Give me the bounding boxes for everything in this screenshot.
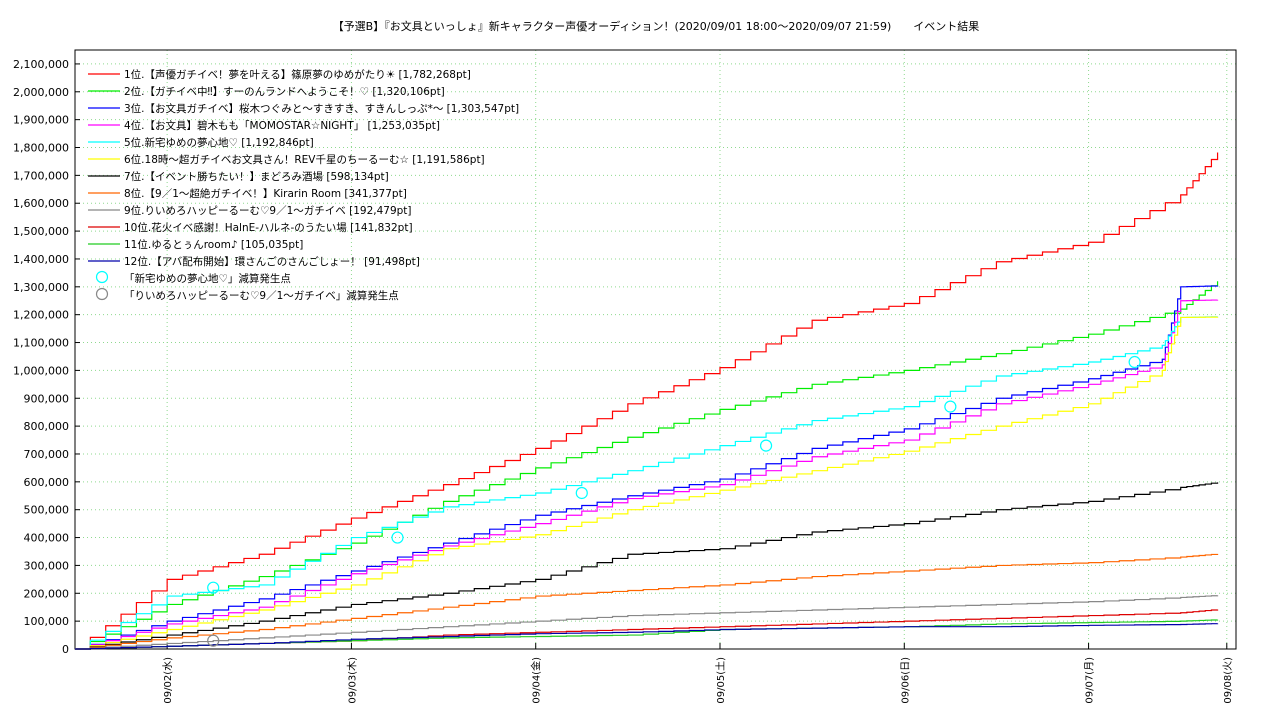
y-tick-label: 900,000	[24, 392, 70, 405]
series-line-11	[75, 619, 1219, 650]
series-line-6	[75, 316, 1219, 650]
series-layer	[75, 152, 1219, 650]
x-tick-label: 09/08(火)	[1222, 657, 1234, 704]
y-tick-label: 1,800,000	[13, 142, 69, 155]
x-tick-label: 09/04(金)	[530, 657, 543, 704]
x-tick-label: 09/06(日)	[900, 657, 911, 704]
series-line-12	[75, 623, 1219, 650]
legend-label-2: 2位.【ガチイベ中‼】すーのんランドへようこそ！♡ [1,320,106pt]	[124, 85, 445, 98]
marker-layer	[207, 355, 1141, 647]
x-tick-label: 09/05(土)	[714, 657, 727, 704]
y-tick-label: 1,300,000	[13, 281, 69, 294]
legend-label-8: 8位.【9／1〜超絶ガチイベ！】Kirarin Room [341,377pt]	[124, 187, 407, 200]
legend-label-11: 11位.ゆるとぅんroom♪ [105,035pt]	[124, 238, 303, 251]
marker-point-1	[944, 400, 957, 413]
y-tick-label: 0	[62, 643, 69, 656]
plot-frame	[74, 49, 1237, 650]
legend-label-12: 12位.【アバ配布開始】環さんごのさんごしょー！ [91,498pt]	[124, 255, 420, 268]
y-tick-label: 600,000	[24, 476, 70, 489]
y-tick-label: 1,900,000	[13, 114, 69, 127]
series-line-3	[75, 285, 1219, 650]
legend-label-3: 3位.【お文具ガチイベ】桜木つぐみと〜すきすき、すきんしっぷ*〜 [1,303,…	[124, 102, 519, 115]
series-line-9	[75, 595, 1219, 650]
chart-title: 【予選B】『お文具といっしょ』新キャラクター声優オーディション！(2020/09…	[333, 19, 980, 33]
y-tick-label: 2,000,000	[13, 86, 69, 99]
legend-label-6: 6位.18時〜超ガチイベお文具さん！REV千星のちーるーむ☆ [1,191,58…	[124, 153, 485, 166]
y-tick-label: 400,000	[24, 532, 70, 545]
legend-label-4: 4位.【お文具】碧木もも「MOMOSTAR☆NIGHT」 [1,253,035p…	[124, 119, 440, 132]
y-tick-label: 700,000	[24, 448, 70, 461]
y-tick-label: 1,200,000	[13, 309, 69, 322]
y-tick-label: 1,400,000	[13, 253, 69, 266]
axis-layer: 0 100,000 200,000 300,000 400,000 500,000 600,…	[13, 49, 1237, 704]
series-line-2	[75, 281, 1219, 650]
marker-point-1	[1128, 355, 1141, 369]
legend-label-5: 5位.新宅ゆめの夢心地♡ [1,192,846pt]	[124, 136, 314, 149]
series-line-7	[75, 482, 1219, 650]
y-tick-label: 2,100,000	[13, 58, 69, 71]
series-line-8	[75, 553, 1219, 650]
legend-label-10: 10位.花火イベ感謝！HalnE-ハルネ-のうたい場 [141,832pt]	[124, 221, 413, 234]
legend-label-7: 7位.【イベント勝ちたい！】まどろみ酒場 [598,134pt]	[124, 170, 389, 183]
legend-label-1: 1位.【声優ガチイベ！夢を叶える】篠原夢のゆめがたり☀ [1,782,268pt…	[124, 68, 471, 81]
legend-marker-1	[95, 270, 109, 284]
marker-point-1	[575, 486, 588, 500]
y-tick-label: 500,000	[24, 504, 70, 517]
marker-point-1	[391, 531, 404, 544]
y-tick-label: 1,600,000	[13, 197, 69, 210]
legend-marker-label-1: 「新宅ゆめの夢心地♡」減算発生点	[124, 272, 291, 285]
series-line-4	[75, 299, 1219, 650]
y-tick-label: 1,000,000	[13, 364, 69, 377]
legend-label-9: 9位.りいめろハッピーるーむ♡9／1〜ガチイベ [192,479pt]	[124, 204, 412, 217]
legend-layer: 1位.【声優ガチイベ！夢を叶える】篠原夢のゆめがたり☀ [1,782,268pt…	[88, 68, 519, 302]
legend-marker-2	[95, 287, 109, 301]
marker-point-1	[207, 581, 220, 594]
y-tick-label: 800,000	[24, 420, 70, 433]
series-line-1	[75, 152, 1219, 650]
x-tick-label: 09/07(月)	[1084, 657, 1096, 704]
x-tick-label: 09/02(水)	[162, 657, 174, 704]
marker-point-1	[759, 439, 773, 452]
y-tick-label: 300,000	[24, 559, 70, 572]
marker-point-2	[207, 634, 220, 647]
y-tick-label: 100,000	[24, 615, 70, 628]
y-tick-label: 200,000	[24, 587, 70, 600]
y-tick-label: 1,700,000	[13, 169, 69, 182]
y-tick-label: 1,500,000	[13, 225, 69, 238]
y-tick-label: 1,100,000	[13, 337, 69, 350]
legend-marker-label-2: 「りいめろハッピーるーむ♡9／1〜ガチイベ」減算発生点	[124, 289, 399, 302]
x-tick-label: 09/03(木)	[346, 657, 358, 704]
series-line-5	[75, 316, 1219, 650]
